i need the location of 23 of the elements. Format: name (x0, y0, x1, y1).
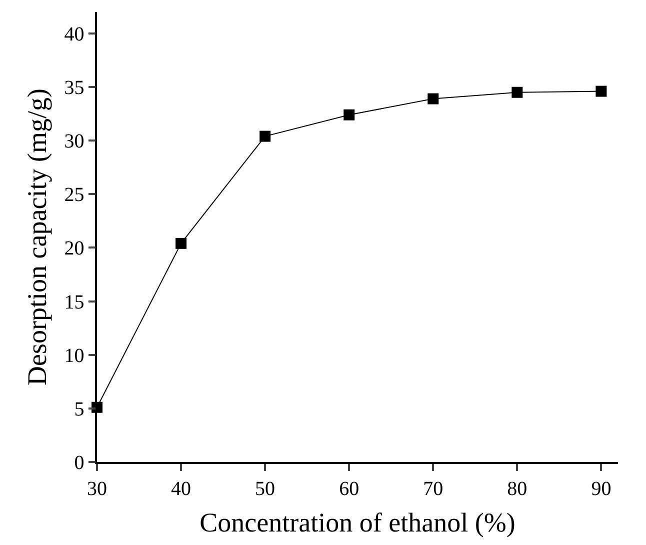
point (512, 86, 523, 98)
x-axis-title: Concentration of ethanol (%) (200, 508, 516, 538)
x-tick-label: 70 (423, 478, 444, 500)
point (260, 130, 271, 142)
y-tick-label: 5 (74, 398, 84, 420)
point (344, 109, 355, 120)
x-tick-label: 90 (591, 478, 612, 500)
y-tick-label: 10 (64, 344, 84, 367)
point (176, 238, 187, 249)
y-tick-label: 25 (64, 184, 84, 206)
y-tick-label: 40 (64, 23, 84, 46)
y-tick-label: 20 (64, 238, 84, 260)
y-tick-label: 15 (64, 291, 84, 314)
x-tick-label: 80 (507, 478, 528, 500)
point (428, 93, 439, 104)
y-axis-title: Desorption capacity (mg/g) (22, 88, 52, 386)
y-tick-label: 35 (64, 77, 84, 99)
y-tick-label: 30 (64, 130, 84, 153)
point (596, 86, 607, 97)
x-tick-label: 50 (255, 478, 276, 500)
y-tick-label: 0 (74, 452, 84, 474)
x-tick-label: 60 (339, 478, 360, 500)
x-tick-label: 40 (171, 478, 192, 500)
